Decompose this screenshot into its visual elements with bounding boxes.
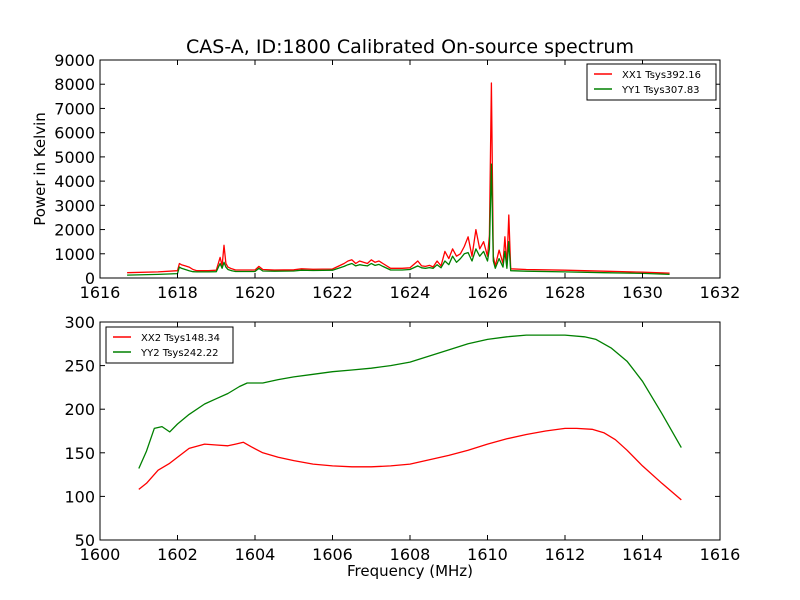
legend-label-xx1: XX1 Tsys392.16 — [622, 70, 701, 81]
bottom-y-tick-label: 50 — [75, 531, 95, 550]
top-axes-group: 1616 1618 1620 1622 1624 1626 1628 1630 1632 0 100… — [54, 51, 740, 302]
top-y-tick-label: 2000 — [54, 221, 95, 240]
bottom-x-tick-label: 1608 — [390, 545, 431, 564]
bottom-x-tick-label: 1604 — [235, 545, 276, 564]
bottom-x-tick-label: 1606 — [312, 545, 353, 564]
bottom-y-tick-label: 150 — [64, 444, 95, 463]
top-y-tick-label: 4000 — [54, 172, 95, 191]
bottom-x-tick-label: 1612 — [545, 545, 586, 564]
bottom-x-tick-label: 1602 — [157, 545, 198, 564]
top-x-tick-label: 1620 — [235, 283, 276, 302]
chart-title: CAS-A, ID:1800 Calibrated On-source spec… — [186, 36, 634, 58]
top-series-line-2 — [127, 163, 670, 276]
top-y-axis-label: Power in Kelvin — [31, 112, 49, 226]
top-series-group — [127, 82, 670, 276]
bottom-series-line-2 — [138, 334, 682, 469]
top-chart: Power in Kelvin 1616 1618 1620 1622 1624 1626… — [31, 51, 740, 302]
top-x-tick-label: 1622 — [312, 283, 353, 302]
legend-label-yy2: YY2 Tsys242.22 — [140, 348, 219, 359]
bottom-chart: Frequency (MHz) 1600 1602 1604 1606 1608 1610… — [64, 313, 740, 580]
bottom-axes-group: 1600 1602 1604 1606 1608 1610 1612 1614 1616 50 10… — [64, 313, 740, 564]
bottom-series-line-1 — [138, 427, 682, 501]
top-x-tick-label: 1624 — [390, 283, 431, 302]
bottom-x-tick-label: 1616 — [700, 545, 741, 564]
bottom-x-tick-label: 1600 — [80, 545, 121, 564]
bottom-x-tick-label: 1614 — [622, 545, 663, 564]
top-y-tick-label: 3000 — [54, 196, 95, 215]
bottom-y-tick-label: 100 — [64, 487, 95, 506]
top-y-tick-label: 0 — [85, 269, 95, 288]
top-y-tick-label: 9000 — [54, 51, 95, 70]
bottom-legend-frame — [105, 326, 234, 364]
top-x-tick-label: 1618 — [157, 283, 198, 302]
bottom-y-tick-label: 250 — [64, 357, 95, 376]
bottom-series-group — [138, 334, 682, 501]
top-x-tick-label: 1632 — [700, 283, 741, 302]
bottom-x-tick-label: 1610 — [467, 545, 508, 564]
top-x-tick-label: 1630 — [622, 283, 663, 302]
top-y-tick-label: 8000 — [54, 75, 95, 94]
top-y-tick-label: 5000 — [54, 148, 95, 167]
legend-label-xx2: XX2 Tsys148.34 — [141, 333, 220, 344]
top-x-tick-label: 1628 — [545, 283, 586, 302]
top-x-tick-label: 1626 — [467, 283, 508, 302]
bottom-legend: XX2 Tsys148.34 YY2 Tsys242.22 — [105, 326, 234, 364]
top-y-tick-label: 6000 — [54, 124, 95, 143]
top-x-tick-label: 1616 — [80, 283, 121, 302]
top-legend-frame — [586, 63, 717, 101]
top-legend: XX1 Tsys392.16 YY1 Tsys307.83 — [586, 63, 717, 101]
bottom-y-tick-label: 300 — [64, 313, 95, 332]
top-y-tick-label: 1000 — [54, 245, 95, 264]
bottom-y-tick-label: 200 — [64, 400, 95, 419]
legend-label-yy1: YY1 Tsys307.83 — [621, 85, 700, 96]
bottom-x-axis-label: Frequency (MHz) — [347, 562, 473, 580]
top-y-tick-label: 7000 — [54, 99, 95, 118]
